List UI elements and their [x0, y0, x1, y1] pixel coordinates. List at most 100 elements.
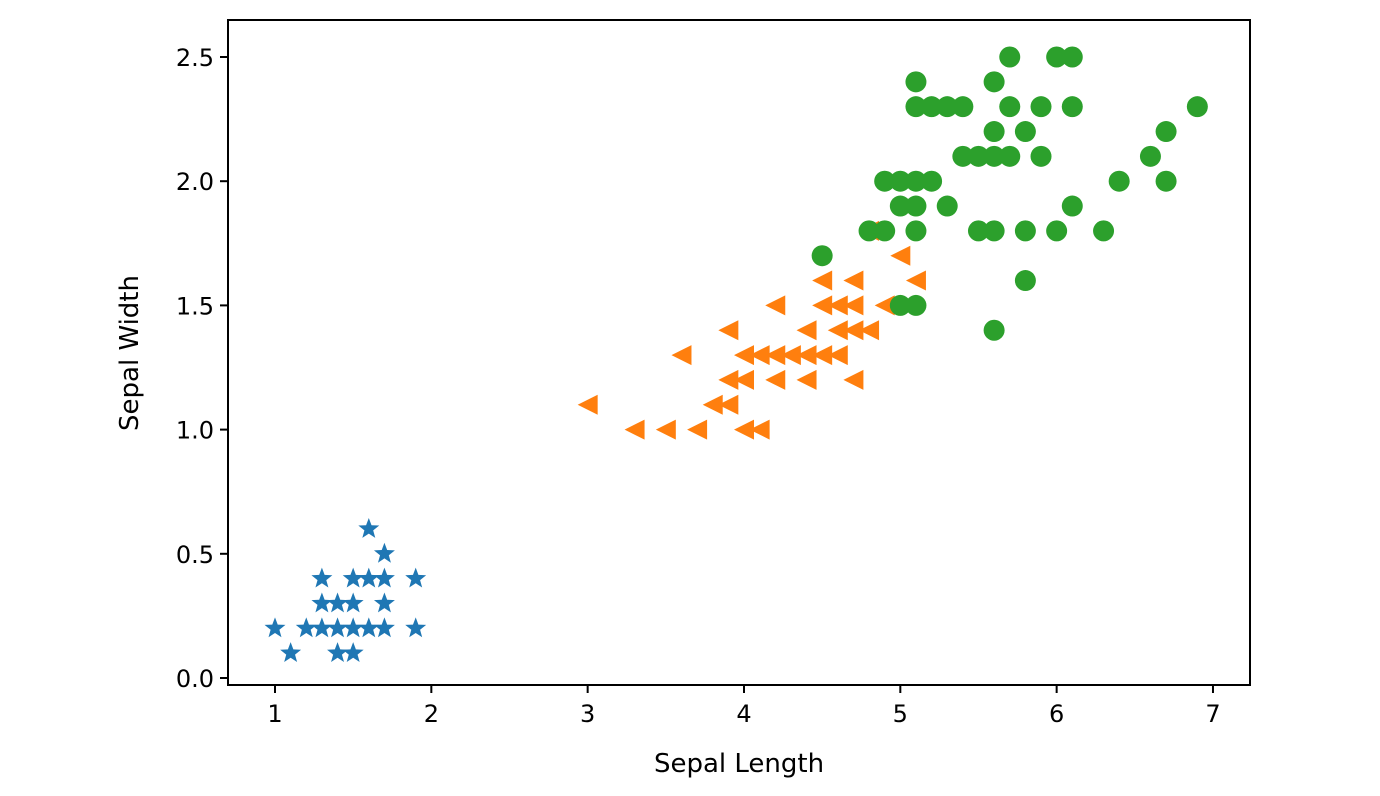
circle-marker — [811, 245, 833, 267]
circle-marker — [1061, 96, 1083, 118]
y-tick-label: 0.0 — [176, 665, 214, 693]
circle-marker — [874, 220, 896, 242]
star-marker — [358, 517, 380, 538]
triangle-left-marker — [655, 419, 676, 440]
circle-marker — [1061, 195, 1083, 217]
triangle-left-marker — [749, 419, 770, 440]
star-marker — [405, 567, 427, 588]
triangle-left-marker — [812, 345, 833, 366]
circle-marker — [1186, 96, 1208, 118]
star-marker — [327, 617, 348, 638]
circle-marker — [999, 46, 1021, 68]
circle-marker — [1014, 220, 1036, 242]
triangle-left-marker — [702, 394, 723, 415]
circle-marker — [889, 170, 911, 192]
circle-marker — [1046, 46, 1068, 68]
star-marker — [342, 617, 364, 638]
triangle-left-marker — [843, 320, 864, 341]
circle-marker — [1108, 170, 1130, 192]
circle-marker — [1014, 270, 1036, 292]
x-tick-label: 3 — [580, 700, 595, 728]
star-marker — [280, 642, 302, 663]
star-marker — [358, 567, 380, 588]
circle-marker — [936, 195, 958, 217]
star-marker — [295, 617, 317, 638]
circle-marker — [889, 195, 911, 217]
series-2-points — [577, 220, 926, 440]
triangle-left-marker — [765, 369, 786, 390]
triangle-left-marker — [843, 295, 864, 316]
circle-marker — [983, 319, 1005, 341]
y-axis-ticks: 0.0 0.5 1.0 1.5 2.0 2.5 — [176, 44, 228, 693]
triangle-left-marker — [890, 245, 911, 266]
y-tick-label: 1.5 — [176, 292, 214, 320]
triangle-left-marker — [780, 345, 801, 366]
series-1-points — [264, 517, 427, 663]
x-axis-label: Sepal Length — [654, 749, 824, 779]
x-tick-label: 1 — [267, 700, 282, 728]
circle-marker — [889, 294, 911, 316]
circle-marker — [999, 96, 1021, 118]
star-marker — [327, 592, 348, 613]
star-marker — [358, 617, 380, 638]
x-tick-label: 7 — [1205, 700, 1220, 728]
triangle-left-marker — [718, 320, 739, 341]
triangle-left-marker — [624, 419, 645, 440]
triangle-left-marker — [796, 320, 817, 341]
series-3-points — [811, 46, 1208, 341]
circle-marker — [936, 96, 958, 118]
x-tick-label: 4 — [736, 700, 751, 728]
star-marker — [264, 617, 286, 638]
triangle-left-marker — [859, 320, 880, 341]
triangle-left-marker — [843, 270, 864, 291]
triangle-left-marker — [874, 295, 895, 316]
triangle-left-marker — [812, 270, 833, 291]
circle-marker — [905, 220, 927, 242]
circle-marker — [1014, 121, 1036, 143]
triangle-left-marker — [812, 295, 833, 316]
circle-marker — [952, 145, 974, 167]
triangle-left-marker — [749, 345, 770, 366]
circle-marker — [921, 96, 943, 118]
circle-marker — [1046, 220, 1068, 242]
circle-marker — [952, 96, 974, 118]
y-tick-label: 0.5 — [176, 541, 214, 569]
circle-marker — [874, 170, 896, 192]
circle-marker — [1030, 96, 1052, 118]
star-marker — [311, 567, 333, 588]
circle-marker — [905, 71, 927, 93]
circle-marker — [1061, 46, 1083, 68]
y-tick-label: 2.0 — [176, 168, 214, 196]
triangle-left-marker — [733, 345, 754, 366]
star-marker — [342, 567, 364, 588]
star-marker — [311, 592, 333, 613]
y-axis-label: Sepal Width — [115, 275, 145, 431]
circle-marker — [967, 220, 989, 242]
triangle-left-marker — [827, 295, 848, 316]
triangle-left-marker — [765, 345, 786, 366]
star-marker — [342, 592, 364, 613]
triangle-left-marker — [577, 394, 598, 415]
star-marker — [373, 542, 395, 563]
triangle-left-marker — [733, 369, 754, 390]
x-tick-label: 2 — [424, 700, 439, 728]
circle-marker — [983, 71, 1005, 93]
star-marker — [342, 642, 364, 663]
circle-marker — [1093, 220, 1115, 242]
triangle-left-marker — [687, 419, 708, 440]
circle-marker — [858, 220, 880, 242]
circle-marker — [983, 145, 1005, 167]
circle-marker — [905, 294, 927, 316]
y-tick-label: 1.0 — [176, 417, 214, 445]
circle-marker — [905, 96, 927, 118]
triangle-left-marker — [905, 270, 926, 291]
circle-marker — [967, 145, 989, 167]
triangle-left-marker — [671, 345, 692, 366]
circle-marker — [921, 170, 943, 192]
axes-frame — [227, 19, 1251, 686]
circle-marker — [983, 220, 1005, 242]
triangle-left-marker — [843, 369, 864, 390]
circle-marker — [1155, 170, 1177, 192]
